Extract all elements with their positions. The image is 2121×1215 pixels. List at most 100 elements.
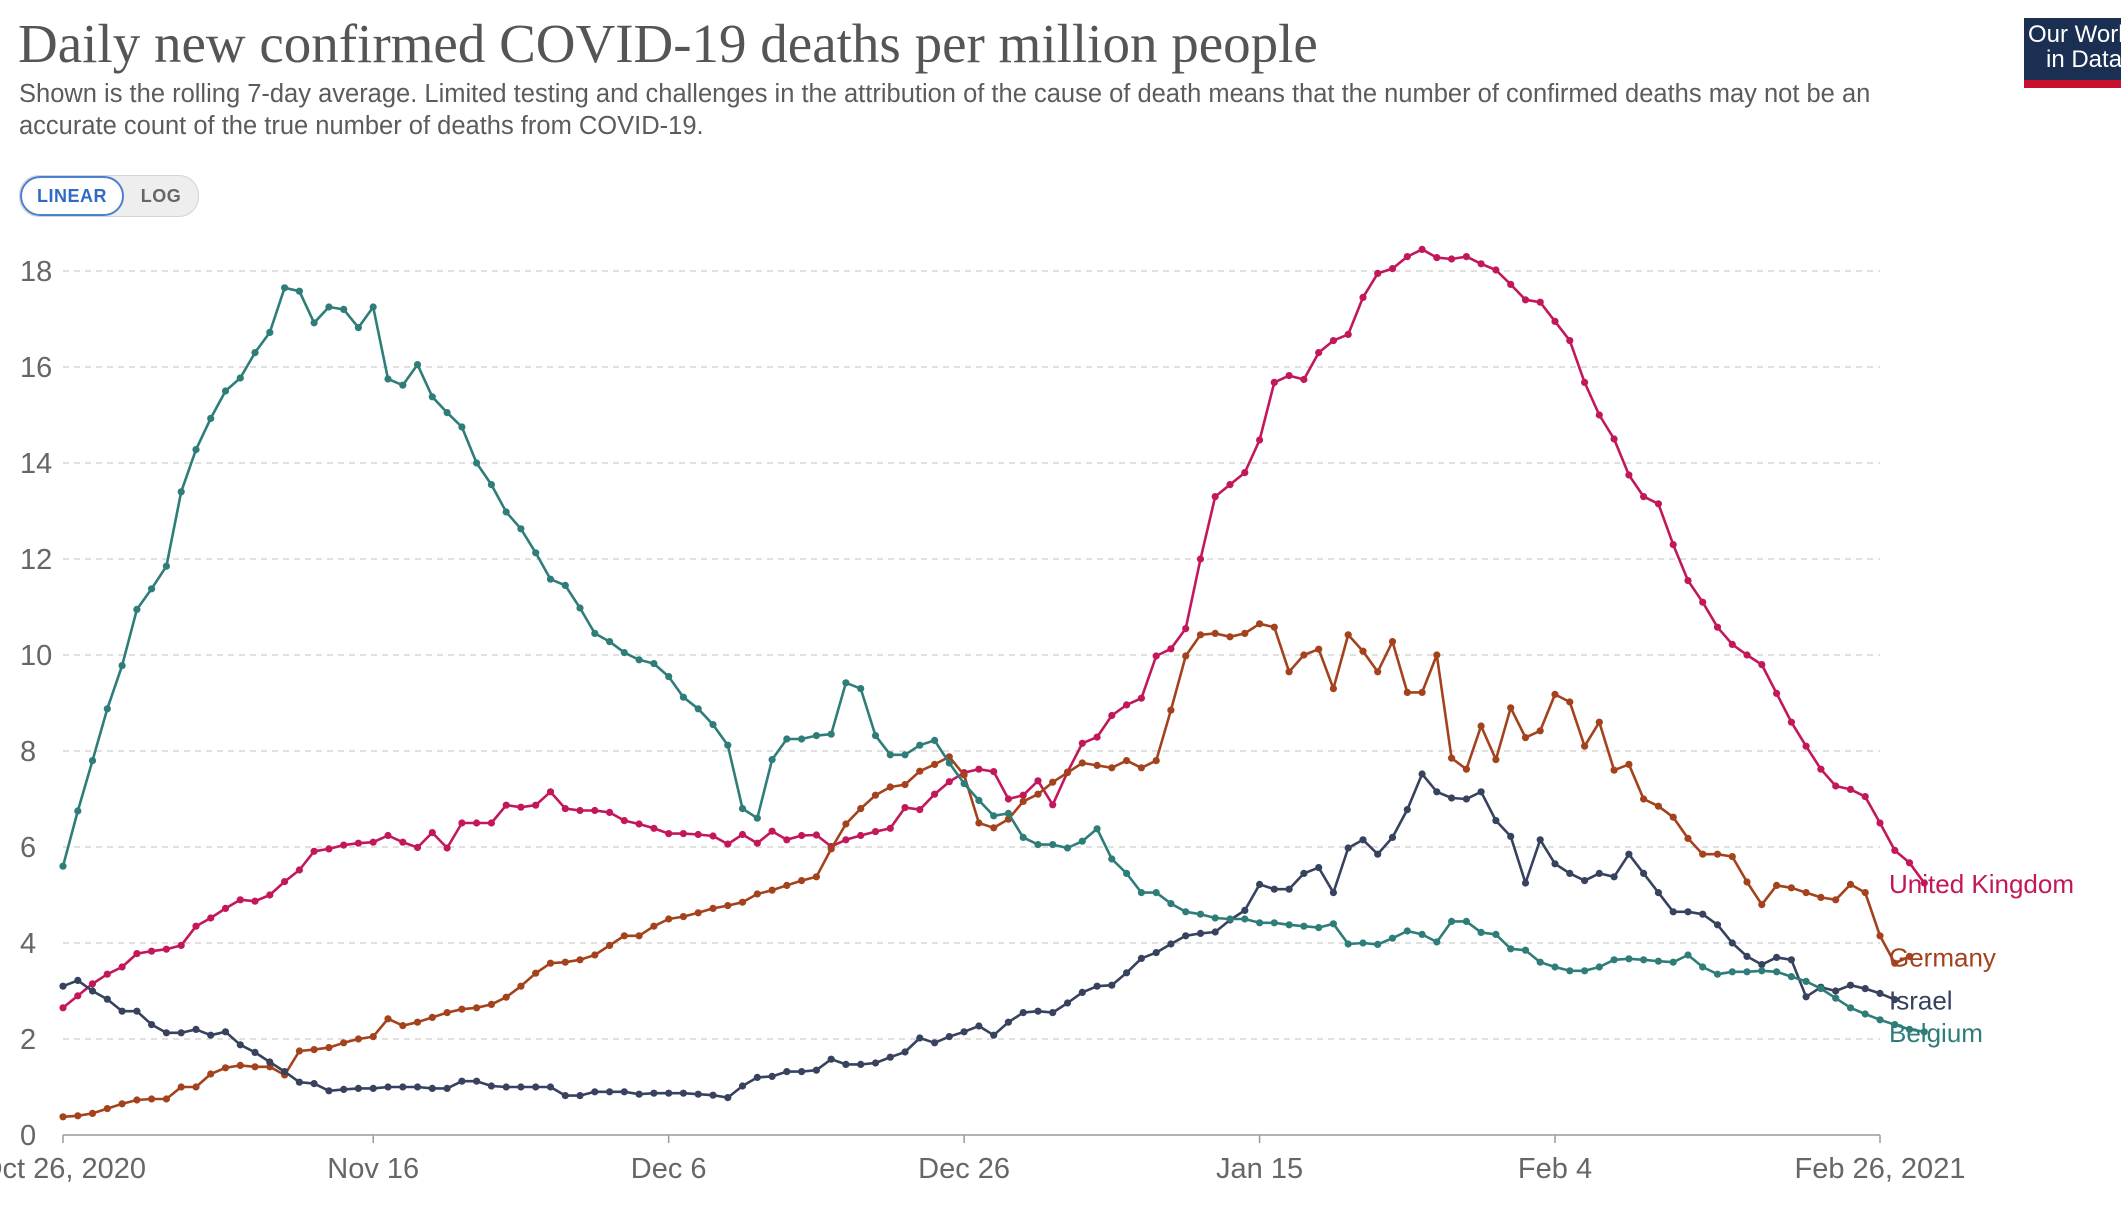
data-point-belgium <box>1846 1004 1855 1012</box>
data-point-israel <box>266 1058 274 1066</box>
data-point-belgium <box>1300 922 1308 930</box>
data-point-belgium <box>74 807 82 815</box>
data-point-germany <box>1758 901 1766 909</box>
data-point-israel <box>162 1029 170 1037</box>
data-point-belgium <box>591 629 599 638</box>
owid-logo[interactable]: Our World in Data <box>2024 18 2121 88</box>
data-point-belgium <box>1034 841 1042 849</box>
x-tick-label: Dec 6 <box>631 1153 707 1185</box>
data-point-united-kingdom <box>1640 493 1648 501</box>
y-tick-label: 0 <box>20 1120 36 1152</box>
data-point-germany <box>1403 688 1411 697</box>
data-point-united-kingdom <box>1241 469 1249 477</box>
data-point-united-kingdom <box>1920 879 1928 887</box>
data-point-germany <box>1123 757 1131 765</box>
data-point-israel <box>931 1039 939 1047</box>
data-point-israel <box>207 1031 215 1039</box>
data-point-israel <box>88 987 97 995</box>
log-scale-button[interactable]: LOG <box>140 185 182 206</box>
data-point-israel <box>1876 989 1884 998</box>
data-point-germany <box>325 1044 333 1052</box>
data-point-germany <box>606 941 614 950</box>
data-point-belgium <box>118 662 126 670</box>
data-point-israel <box>281 1068 289 1076</box>
data-point-united-kingdom <box>1787 718 1795 726</box>
data-point-israel <box>1078 988 1086 997</box>
linear-scale-button[interactable]: LINEAR <box>20 176 124 216</box>
data-point-belgium <box>473 459 481 467</box>
data-point-germany <box>576 956 584 964</box>
data-point-united-kingdom <box>266 891 274 899</box>
data-point-belgium <box>1167 900 1175 908</box>
data-point-united-kingdom <box>753 839 761 847</box>
data-point-israel <box>827 1055 835 1063</box>
data-point-israel <box>1329 889 1337 897</box>
data-point-israel <box>960 1028 968 1036</box>
data-point-israel <box>295 1078 303 1086</box>
data-point-united-kingdom <box>576 806 584 815</box>
data-point-israel <box>118 1007 126 1015</box>
data-point-belgium <box>103 705 111 713</box>
data-point-germany <box>871 791 880 799</box>
data-point-israel <box>354 1084 362 1092</box>
data-point-belgium <box>606 638 614 646</box>
data-point-belgium <box>679 693 688 701</box>
data-point-germany <box>1773 881 1781 890</box>
data-point-belgium <box>960 780 968 788</box>
data-point-united-kingdom <box>798 831 806 840</box>
data-point-israel <box>1492 817 1500 825</box>
data-point-israel <box>606 1088 614 1096</box>
data-point-israel <box>221 1028 230 1036</box>
data-point-belgium <box>975 796 983 805</box>
data-point-united-kingdom <box>1374 269 1382 277</box>
data-point-belgium <box>1581 967 1589 975</box>
data-point-germany <box>221 1064 230 1072</box>
data-point-united-kingdom <box>1669 541 1677 549</box>
data-point-united-kingdom <box>1049 801 1057 809</box>
data-point-belgium <box>871 732 880 740</box>
data-point-belgium <box>1802 977 1810 986</box>
data-point-united-kingdom <box>487 819 495 827</box>
data-point-israel <box>842 1060 850 1068</box>
data-point-united-kingdom <box>1758 661 1766 669</box>
data-point-germany <box>975 819 983 827</box>
data-point-united-kingdom <box>221 904 230 913</box>
data-point-belgium <box>1241 915 1249 923</box>
data-point-germany <box>1802 889 1810 897</box>
x-tick-label: Nov 16 <box>327 1153 419 1185</box>
data-point-germany <box>886 783 894 791</box>
data-point-united-kingdom <box>1492 266 1500 274</box>
data-point-germany <box>1817 893 1825 902</box>
data-point-germany <box>1078 759 1086 767</box>
data-point-germany <box>59 1113 67 1121</box>
data-point-germany <box>650 922 658 930</box>
data-point-germany <box>1713 850 1722 858</box>
data-point-united-kingdom <box>1551 317 1559 325</box>
data-point-israel <box>59 982 67 990</box>
data-point-israel <box>1861 985 1869 993</box>
data-point-germany <box>532 969 540 977</box>
data-point-united-kingdom <box>354 839 362 847</box>
data-point-israel <box>768 1072 776 1080</box>
data-point-united-kingdom <box>1521 296 1530 304</box>
data-point-germany <box>1137 764 1145 772</box>
data-point-israel <box>1832 987 1840 995</box>
logo-line-1: Our World <box>2028 21 2121 48</box>
data-point-germany <box>812 873 821 881</box>
data-point-israel <box>1049 1009 1057 1017</box>
data-point-germany <box>931 760 939 769</box>
data-point-germany <box>1344 631 1352 639</box>
data-point-united-kingdom <box>1595 411 1603 419</box>
data-point-belgium <box>635 656 643 664</box>
data-point-germany <box>1388 638 1397 646</box>
data-point-belgium <box>1433 938 1441 946</box>
data-point-belgium <box>1004 809 1013 818</box>
data-point-belgium <box>798 735 806 743</box>
data-point-israel <box>458 1077 466 1085</box>
data-point-united-kingdom <box>443 844 451 852</box>
data-point-germany <box>1182 652 1190 660</box>
data-point-germany <box>1196 631 1205 639</box>
data-point-belgium <box>428 393 436 401</box>
data-point-israel <box>413 1083 422 1091</box>
data-point-belgium <box>1315 924 1323 932</box>
